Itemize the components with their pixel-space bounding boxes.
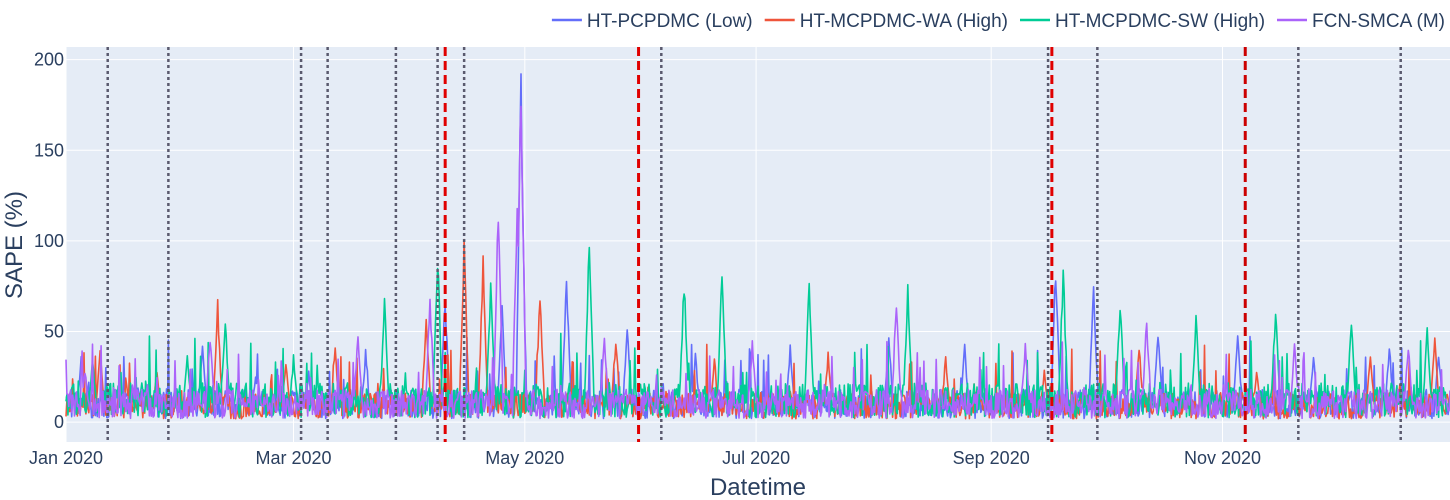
event-markers bbox=[106, 47, 1402, 442]
legend-item[interactable]: FCN-SMCA (M) bbox=[1277, 11, 1445, 32]
legend-item[interactable]: HT-MCPDMC-SW (High) bbox=[1020, 11, 1265, 32]
series-lines bbox=[65, 73, 1450, 420]
x-tick-label: Jul 2020 bbox=[722, 448, 790, 468]
series-line-3 bbox=[65, 105, 1450, 420]
y-tick-label: 100 bbox=[34, 231, 64, 251]
x-tick-label: Nov 2020 bbox=[1184, 448, 1261, 468]
legend-label: HT-MCPDMC-WA (High) bbox=[800, 11, 1008, 32]
x-tick-label: May 2020 bbox=[485, 448, 564, 468]
y-tick-label: 150 bbox=[34, 140, 64, 160]
x-axis-title: Datetime bbox=[710, 474, 806, 500]
legend-label: HT-PCPDMC (Low) bbox=[587, 11, 753, 32]
axes: 0 50 100 150 200 Jan 2020 Mar 2020 May 2020 Jul … bbox=[29, 50, 1261, 468]
y-tick-label: 0 bbox=[54, 412, 64, 432]
y-tick-label: 50 bbox=[44, 321, 64, 341]
x-tick-label: Sep 2020 bbox=[953, 448, 1030, 468]
x-tick-label: Jan 2020 bbox=[29, 448, 103, 468]
y-axis-title: SAPE (%) bbox=[1, 191, 28, 299]
y-tick-label: 200 bbox=[34, 50, 64, 70]
legend-item[interactable]: HT-PCPDMC (Low) bbox=[551, 11, 753, 32]
legend-label: FCN-SMCA (M) bbox=[1312, 11, 1445, 32]
legend-item[interactable]: HT-MCPDMC-WA (High) bbox=[764, 11, 1008, 32]
legend[interactable]: HT-PCPDMC (Low) HT-MCPDMC-WA (High) HT-MCP… bbox=[551, 11, 1445, 32]
legend-label: HT-MCPDMC-SW (High) bbox=[1055, 11, 1265, 32]
x-tick-label: Mar 2020 bbox=[255, 448, 331, 468]
grid-lines bbox=[65, 47, 1450, 442]
series-line-2 bbox=[65, 246, 1450, 419]
